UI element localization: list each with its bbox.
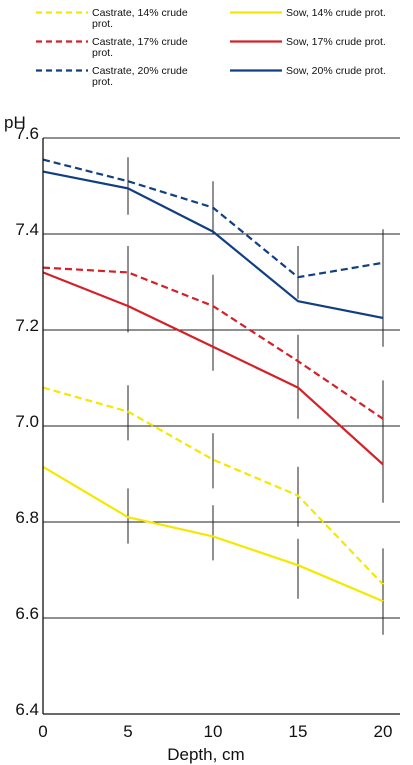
y-tick-label-1: 6.6: [15, 604, 39, 623]
legend-label-5: Sow, 20% crude prot.: [286, 65, 386, 77]
legend-label-0: Castrate, 14% crude prot.: [92, 7, 188, 30]
legend-label-line: prot.: [92, 76, 113, 88]
legend-label-line: Castrate, 14% crude: [92, 7, 188, 19]
legend-label-line: Castrate, 17% crude: [92, 36, 188, 48]
y-tick-label-0: 6.4: [15, 700, 39, 719]
x-tick-labels: 0 5 10 15 20: [38, 722, 392, 741]
legend-label-line: Sow, 17% crude prot.: [286, 36, 386, 48]
x-axis-title: Depth, cm: [167, 745, 244, 764]
legend-label-line: Sow, 14% crude prot.: [286, 7, 386, 19]
x-tick-label-0: 0: [38, 722, 47, 741]
legend-label-4: Castrate, 20% crude prot.: [92, 65, 188, 88]
series-line-1: [42, 465, 384, 603]
legend-label-line: prot.: [92, 18, 113, 30]
x-tick-label-3: 15: [289, 722, 308, 741]
y-axis-title: pH: [4, 113, 26, 132]
series-lines: [42, 158, 384, 603]
x-tick-label-2: 10: [204, 722, 223, 741]
y-tick-label-6: 7.6: [15, 124, 39, 143]
series-line-2: [42, 266, 384, 420]
grid: [43, 137, 400, 715]
legend-label-3: Sow, 17% crude prot.: [286, 36, 386, 48]
series-line-0: [42, 386, 384, 586]
legend-label-line: prot.: [92, 47, 113, 59]
y-tick-labels: 6.4 6.6 6.8 7.0 7.2 7.4 7.6: [15, 124, 39, 719]
legend: Castrate, 14% crude prot.Sow, 14% crude p…: [36, 7, 386, 88]
x-tick-label-1: 5: [123, 722, 132, 741]
series-line-5: [42, 170, 384, 320]
legend-label-1: Sow, 14% crude prot.: [286, 7, 386, 19]
axes: [42, 138, 400, 715]
legend-label-line: Castrate, 20% crude: [92, 65, 188, 77]
series-line-3: [42, 271, 384, 466]
y-tick-label-4: 7.2: [15, 316, 39, 335]
y-tick-label-3: 7.0: [15, 412, 39, 431]
legend-label-2: Castrate, 17% crude prot.: [92, 36, 188, 59]
y-tick-label-2: 6.8: [15, 508, 39, 527]
error-bars: [127, 157, 384, 635]
series-line-4: [42, 158, 384, 279]
legend-label-line: Sow, 20% crude prot.: [286, 65, 386, 77]
x-tick-label-4: 20: [374, 722, 393, 741]
y-tick-label-5: 7.4: [15, 220, 39, 239]
